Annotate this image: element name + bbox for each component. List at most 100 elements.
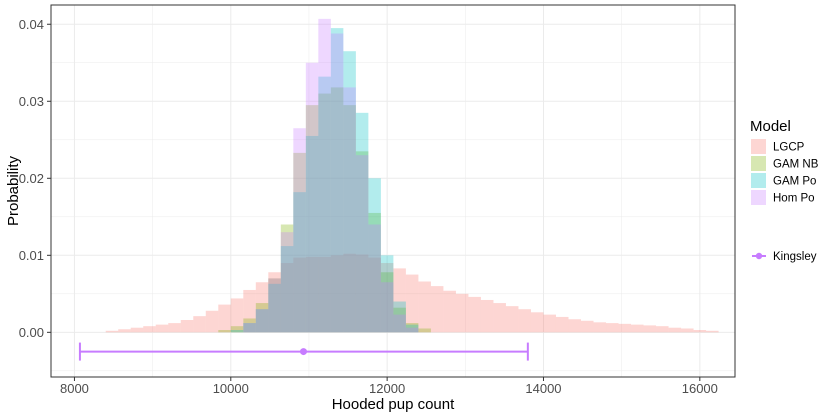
- histogram-bar: [593, 322, 607, 333]
- grid-lines: [51, 5, 735, 377]
- y-tick-label: 0.03: [19, 94, 44, 109]
- histogram-bar: [393, 314, 406, 333]
- histogram-bar: [355, 155, 369, 333]
- histogram-bar: [380, 255, 394, 333]
- histogram-bar: [530, 312, 544, 333]
- legend-key: [751, 190, 766, 205]
- panel-background: [51, 5, 735, 377]
- histogram-bar: [130, 327, 144, 333]
- histogram-bar: [606, 323, 619, 333]
- histogram-bar: [668, 327, 682, 333]
- histogram-bar: [443, 290, 456, 333]
- histogram-bar: [318, 256, 331, 333]
- histogram-bar: [255, 309, 269, 333]
- y-tick-label: 0.02: [19, 171, 44, 186]
- histogram-bar: [380, 272, 394, 333]
- histogram-bar: [243, 318, 256, 333]
- histogram-bar: [155, 324, 169, 333]
- histogram-bar: [706, 330, 719, 333]
- histogram-bar: [293, 128, 306, 333]
- histogram-bar: [230, 298, 244, 333]
- histogram-bar: [243, 289, 256, 333]
- histogram-bar: [693, 330, 707, 333]
- kingsley-interval: [78, 342, 529, 361]
- legend-label: GAM NB: [773, 159, 819, 171]
- histogram-bar: [255, 309, 269, 333]
- histogram-bar: [380, 263, 394, 333]
- histogram-bar: [380, 282, 394, 333]
- histogram-bar: [618, 323, 632, 333]
- histogram-bar: [280, 263, 294, 333]
- histogram-bar: [255, 282, 269, 333]
- legend-key: [751, 173, 766, 188]
- histogram-bars: [105, 18, 719, 333]
- legend-title: Model: [750, 118, 791, 135]
- histogram-bar: [368, 212, 381, 333]
- series-gam-nb: [218, 87, 431, 333]
- histogram-bar: [493, 303, 506, 333]
- interval-point: [299, 348, 307, 356]
- histogram-bar: [318, 18, 331, 333]
- histogram-bar: [405, 327, 419, 333]
- histogram-bar: [268, 278, 281, 333]
- histogram-bar: [355, 151, 369, 333]
- histogram-bar: [143, 326, 156, 333]
- histogram-bar: [418, 328, 431, 333]
- histogram-bar: [355, 254, 369, 333]
- x-tick-label: 12000: [369, 381, 405, 396]
- histogram-bar: [293, 257, 306, 333]
- histogram-bar: [468, 296, 481, 333]
- histogram-bar: [268, 272, 281, 333]
- histogram-bar: [305, 135, 319, 333]
- histogram-bar: [118, 329, 131, 333]
- y-tick-label: 0.01: [19, 248, 44, 263]
- x-tick-label: 14000: [525, 381, 561, 396]
- x-tick-label: 10000: [213, 381, 249, 396]
- panel-border: [50, 4, 736, 378]
- histogram-bar: [343, 87, 356, 333]
- histogram-bar: [243, 323, 256, 333]
- histogram-bar: [480, 299, 494, 333]
- histogram-bar: [243, 323, 256, 333]
- histogram-bar: [405, 324, 419, 333]
- x-axis-ticks: 8000 10000 12000 14000 16000: [60, 377, 718, 396]
- histogram-bar: [681, 328, 694, 333]
- y-axis-ticks: 0.00 0.01 0.02 0.03 0.04: [19, 17, 51, 340]
- histogram-bar: [330, 33, 344, 333]
- histogram-bar: [105, 330, 119, 333]
- x-tick-label: 16000: [682, 381, 718, 396]
- histogram-bar: [180, 320, 194, 333]
- histogram-bar: [455, 293, 469, 333]
- x-axis-title: Hooded pup count: [332, 396, 455, 413]
- histogram-bar: [193, 316, 206, 333]
- histogram-bar: [293, 192, 306, 333]
- histogram-bar: [280, 232, 294, 333]
- legend-label: GAM Po: [773, 176, 816, 188]
- histogram-bar: [505, 306, 519, 333]
- histogram-bar: [393, 301, 406, 333]
- histogram-bar: [343, 105, 356, 333]
- histogram-bar: [218, 304, 231, 333]
- histogram-bar: [643, 325, 657, 333]
- histogram-bar: [280, 224, 294, 333]
- histogram-bar: [218, 330, 231, 333]
- histogram-bar: [656, 326, 669, 333]
- histogram-bar: [368, 178, 381, 333]
- histogram-bar: [293, 152, 306, 333]
- histogram-bar: [568, 319, 582, 333]
- legend-key: [751, 156, 766, 171]
- series-hom-po: [243, 18, 419, 333]
- histogram-bar: [318, 93, 331, 333]
- y-axis-title: Probability: [5, 155, 22, 226]
- histogram-bar: [330, 255, 344, 333]
- histogram-bar: [305, 256, 319, 333]
- histogram-bar: [518, 309, 531, 333]
- histogram-bar: [205, 310, 219, 333]
- histogram-bar: [318, 76, 331, 333]
- histogram-bar: [305, 105, 319, 333]
- y-tick-label: 0.00: [19, 325, 44, 340]
- legend-key-kingsley-point: [755, 252, 763, 260]
- histogram-bar: [330, 87, 344, 333]
- histogram-bar: [631, 324, 644, 333]
